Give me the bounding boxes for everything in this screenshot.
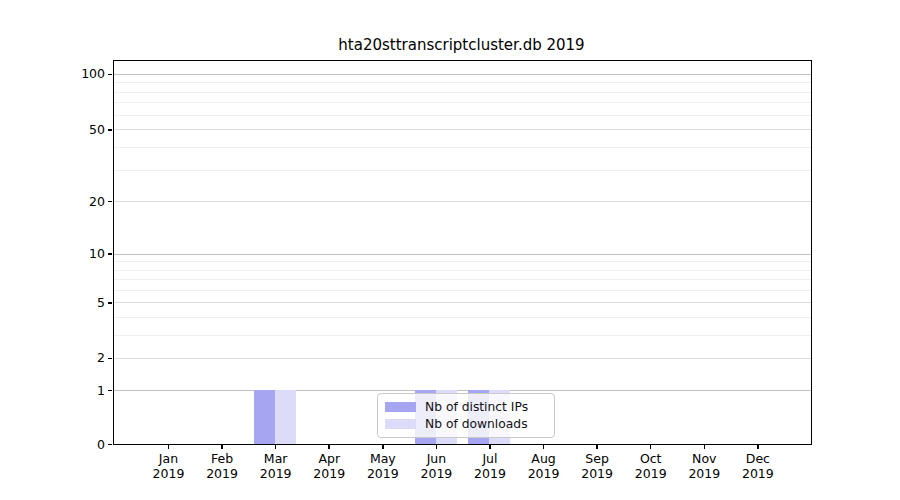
y-tick-label: 2	[39, 350, 105, 366]
y-gridline	[114, 279, 811, 280]
x-tick-month: Dec	[730, 451, 786, 466]
x-tick-year: 2019	[248, 466, 304, 481]
x-tick-label: Feb2019	[194, 451, 250, 481]
y-tick-label: 20	[39, 194, 105, 210]
x-tick-year: 2019	[462, 466, 518, 481]
x-tick-year: 2019	[730, 466, 786, 481]
x-tick-label: Oct2019	[623, 451, 679, 481]
x-tick-year: 2019	[194, 466, 250, 481]
y-gridline	[114, 129, 811, 130]
bar	[254, 390, 275, 444]
y-gridline	[114, 261, 811, 262]
y-gridline	[114, 390, 811, 391]
y-tick-label: 50	[39, 122, 105, 138]
y-gridline	[114, 270, 811, 271]
x-tick-year: 2019	[516, 466, 572, 481]
x-tick-mark	[757, 445, 759, 449]
x-tick-label: Aug2019	[516, 451, 572, 481]
y-tick-mark	[108, 253, 112, 255]
x-tick-label: Jun2019	[408, 451, 464, 481]
y-tick-mark	[108, 74, 112, 76]
chart-title: hta20sttranscriptcluster.db 2019	[113, 36, 810, 54]
x-tick-label: Sep2019	[569, 451, 625, 481]
y-tick-mark	[108, 201, 112, 203]
y-gridline	[114, 335, 811, 336]
y-tick-mark	[108, 129, 112, 131]
y-tick-label: 10	[39, 246, 105, 262]
y-gridline	[114, 82, 811, 83]
y-gridline	[114, 92, 811, 93]
x-tick-month: Jun	[408, 451, 464, 466]
x-tick-label: Jan2019	[141, 451, 197, 481]
x-tick-mark	[328, 445, 330, 449]
x-tick-mark	[275, 445, 277, 449]
y-tick-label: 5	[39, 295, 105, 311]
x-tick-year: 2019	[569, 466, 625, 481]
y-gridline	[114, 302, 811, 303]
x-tick-month: Oct	[623, 451, 679, 466]
y-tick-label: 1	[39, 383, 105, 399]
x-tick-label: Nov2019	[676, 451, 732, 481]
x-tick-year: 2019	[141, 466, 197, 481]
y-tick-label: 0	[39, 437, 105, 453]
y-gridline	[114, 201, 811, 202]
x-tick-year: 2019	[408, 466, 464, 481]
bar	[275, 390, 296, 444]
x-tick-mark	[596, 445, 598, 449]
y-gridline	[114, 290, 811, 291]
plot-area: Nb of distinct IPs Nb of downloads	[113, 60, 812, 445]
y-tick-mark	[108, 302, 112, 304]
x-tick-mark	[489, 445, 491, 449]
y-gridline	[114, 74, 811, 75]
x-tick-month: Nov	[676, 451, 732, 466]
x-tick-month: Jan	[141, 451, 197, 466]
y-tick-mark	[108, 358, 112, 360]
y-gridline	[114, 102, 811, 103]
downloads-swatch-icon	[385, 419, 416, 429]
x-tick-label: Jul2019	[462, 451, 518, 481]
x-tick-year: 2019	[355, 466, 411, 481]
x-tick-year: 2019	[676, 466, 732, 481]
x-tick-month: May	[355, 451, 411, 466]
x-tick-mark	[650, 445, 652, 449]
y-tick-label: 100	[39, 66, 105, 82]
x-tick-label: Dec2019	[730, 451, 786, 481]
y-gridline	[114, 358, 811, 359]
y-tick-mark	[108, 444, 112, 446]
x-tick-month: Jul	[462, 451, 518, 466]
x-tick-month: Mar	[248, 451, 304, 466]
x-tick-mark	[382, 445, 384, 449]
x-tick-year: 2019	[301, 466, 357, 481]
y-tick-mark	[108, 390, 112, 392]
x-tick-year: 2019	[623, 466, 679, 481]
x-tick-mark	[168, 445, 170, 449]
distinct-ips-swatch-icon	[385, 402, 416, 412]
x-tick-label: Mar2019	[248, 451, 304, 481]
x-tick-mark	[221, 445, 223, 449]
chart-canvas: hta20sttranscriptcluster.db 2019 Nb of d…	[0, 0, 900, 500]
x-tick-label: May2019	[355, 451, 411, 481]
x-tick-mark	[543, 445, 545, 449]
x-tick-month: Feb	[194, 451, 250, 466]
y-gridline	[114, 170, 811, 171]
y-gridline	[114, 317, 811, 318]
legend-entry-downloads: Nb of downloads	[385, 417, 546, 431]
legend-label: Nb of downloads	[425, 417, 528, 431]
y-gridline	[114, 254, 811, 255]
y-gridline	[114, 115, 811, 116]
x-tick-mark	[704, 445, 706, 449]
legend: Nb of distinct IPs Nb of downloads	[377, 393, 555, 438]
legend-label: Nb of distinct IPs	[425, 400, 528, 414]
y-gridline	[114, 147, 811, 148]
x-tick-mark	[436, 445, 438, 449]
x-tick-label: Apr2019	[301, 451, 357, 481]
legend-entry-distinct-ips: Nb of distinct IPs	[385, 400, 546, 414]
x-tick-month: Sep	[569, 451, 625, 466]
x-tick-month: Aug	[516, 451, 572, 466]
x-tick-month: Apr	[301, 451, 357, 466]
